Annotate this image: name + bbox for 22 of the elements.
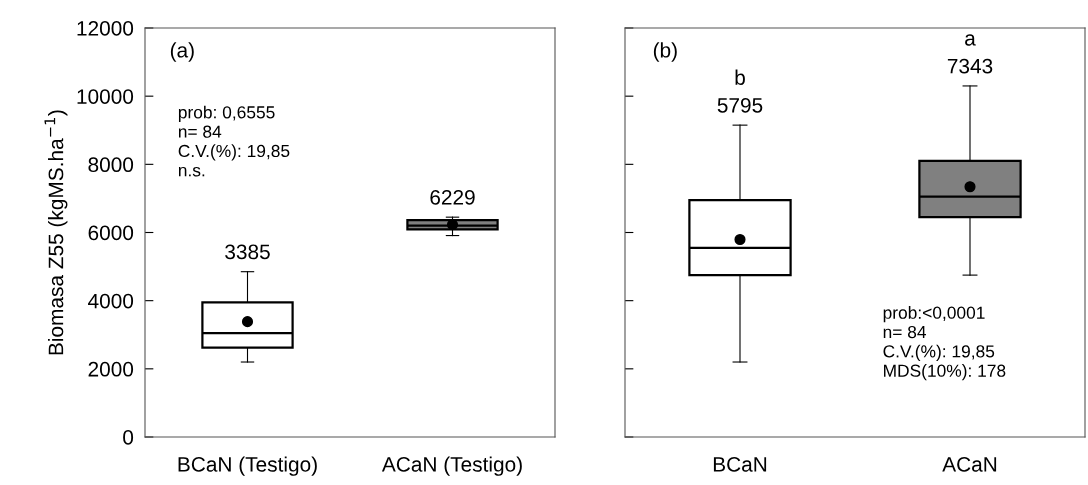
y-tick-label: 10000 (77, 89, 134, 104)
y-tick-label: 12000 (77, 21, 134, 36)
x-tick-label: ACaN (Testigo) (381, 456, 522, 476)
annotation: 5795 (717, 97, 763, 113)
y-tick-label: 8000 (88, 157, 134, 173)
x-tick-label: ACaN (942, 456, 997, 472)
text: (b) (653, 42, 677, 62)
annotation: 3385 (225, 244, 270, 260)
annotation: prob:<0,0001 n= 84 C.V.(%): 19,85 MDS(10%): 178 (883, 306, 1006, 381)
y-axis-title: Biomasa Z55 (kgMS.ha$^{−1}$) (44, 110, 68, 355)
annotation: prob: 0,6555 n= 84 C.V.(%): 19,85 n.s. (178, 105, 290, 177)
annotation: 6229 (430, 189, 475, 205)
y-tick-label: 6000 (88, 225, 134, 241)
text: (a) (170, 42, 194, 62)
annotation: a (965, 34, 976, 46)
y-tick-label: 0 (123, 430, 134, 445)
x-tick-label: BCaN (Testigo) (178, 456, 317, 476)
y-tick-label: 2000 (88, 361, 134, 377)
annotation: b (735, 69, 745, 85)
y-tick-label: 4000 (88, 293, 134, 309)
annotation: 7343 (947, 58, 993, 74)
x-tick-label: BCaN (713, 456, 767, 472)
